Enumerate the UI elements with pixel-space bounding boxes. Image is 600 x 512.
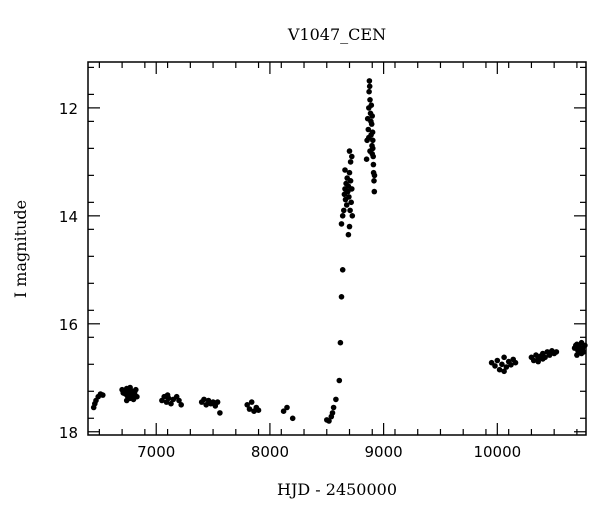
data-point [341, 207, 347, 214]
data-points [90, 78, 588, 424]
data-point [499, 361, 505, 368]
data-point [164, 392, 171, 398]
x-tick-label: 9000 [365, 443, 403, 461]
data-point [368, 121, 375, 127]
data-point [338, 221, 345, 227]
data-point [366, 83, 373, 90]
y-tick-label: 16 [59, 316, 78, 334]
data-point [337, 339, 344, 346]
data-point [578, 350, 585, 357]
data-point [349, 213, 356, 219]
data-point [370, 161, 377, 168]
data-point [280, 408, 287, 415]
data-point [501, 368, 507, 375]
data-point [530, 357, 537, 364]
data-point [370, 145, 376, 152]
data-point [343, 202, 350, 208]
data-point [127, 384, 133, 391]
data-point [255, 407, 262, 414]
data-point [339, 213, 346, 219]
data-point [346, 169, 353, 176]
data-point [284, 404, 290, 411]
y-tick-label: 14 [59, 208, 78, 226]
data-point [346, 194, 352, 200]
data-point [346, 223, 353, 230]
data-point [369, 129, 376, 135]
y-tick-label: 12 [59, 100, 78, 118]
data-point [248, 399, 255, 405]
data-point [501, 354, 507, 361]
data-point [492, 363, 498, 369]
data-point [508, 362, 514, 368]
data-point [338, 294, 345, 300]
x-tick-label: 8000 [251, 443, 289, 461]
data-point [178, 402, 184, 408]
data-point [365, 126, 372, 133]
data-point [574, 352, 580, 358]
data-point [347, 178, 354, 184]
data-point [370, 153, 377, 160]
plot-frame [87, 61, 587, 436]
data-point [371, 172, 378, 179]
data-point [330, 404, 337, 411]
data-point [503, 364, 510, 370]
data-point [348, 199, 355, 206]
data-point [100, 392, 106, 398]
data-point [366, 78, 373, 84]
data-point [540, 356, 546, 362]
chart-title: V1047_CEN [287, 25, 386, 44]
data-point [370, 137, 376, 144]
data-point [366, 134, 372, 141]
data-point [512, 359, 519, 366]
data-point [214, 399, 221, 405]
data-point [546, 352, 553, 358]
x-tick-label: 7000 [137, 443, 175, 461]
data-point [347, 159, 354, 165]
x-axis-label: HJD - 2450000 [277, 480, 397, 499]
data-point [342, 167, 348, 173]
data-point [582, 342, 588, 349]
y-tick-label: 18 [59, 424, 78, 442]
data-point [368, 102, 375, 108]
data-point [345, 188, 351, 195]
data-point [339, 267, 346, 273]
data-point [496, 366, 503, 373]
data-point [92, 400, 98, 407]
data-point [123, 397, 130, 404]
data-point [366, 88, 372, 95]
data-point [329, 410, 336, 416]
data-point [349, 186, 355, 192]
data-point [203, 402, 209, 408]
data-point [535, 358, 541, 365]
data-point [371, 178, 377, 184]
data-point [333, 396, 339, 403]
data-point [367, 97, 373, 103]
data-point [176, 397, 182, 404]
data-point [326, 418, 332, 424]
data-point [244, 402, 250, 408]
data-point [346, 148, 353, 154]
data-point [201, 396, 207, 403]
data-point [217, 410, 223, 416]
x-tick-label: 10000 [473, 443, 521, 461]
data-point [363, 156, 370, 162]
data-point [371, 188, 378, 195]
data-point [246, 406, 253, 412]
data-point [494, 357, 501, 364]
data-point [345, 231, 352, 238]
data-point [133, 386, 139, 393]
data-point [347, 207, 353, 214]
y-axis-label: I magnitude [11, 200, 30, 298]
data-point [349, 153, 355, 160]
data-point [553, 349, 560, 355]
data-point [134, 393, 140, 400]
data-point [289, 415, 296, 422]
data-point [369, 113, 376, 119]
data-point [168, 400, 174, 407]
axis-ticks: 7000 8000 9000 10000 12 14 16 18 [59, 62, 586, 461]
data-point [336, 377, 343, 384]
